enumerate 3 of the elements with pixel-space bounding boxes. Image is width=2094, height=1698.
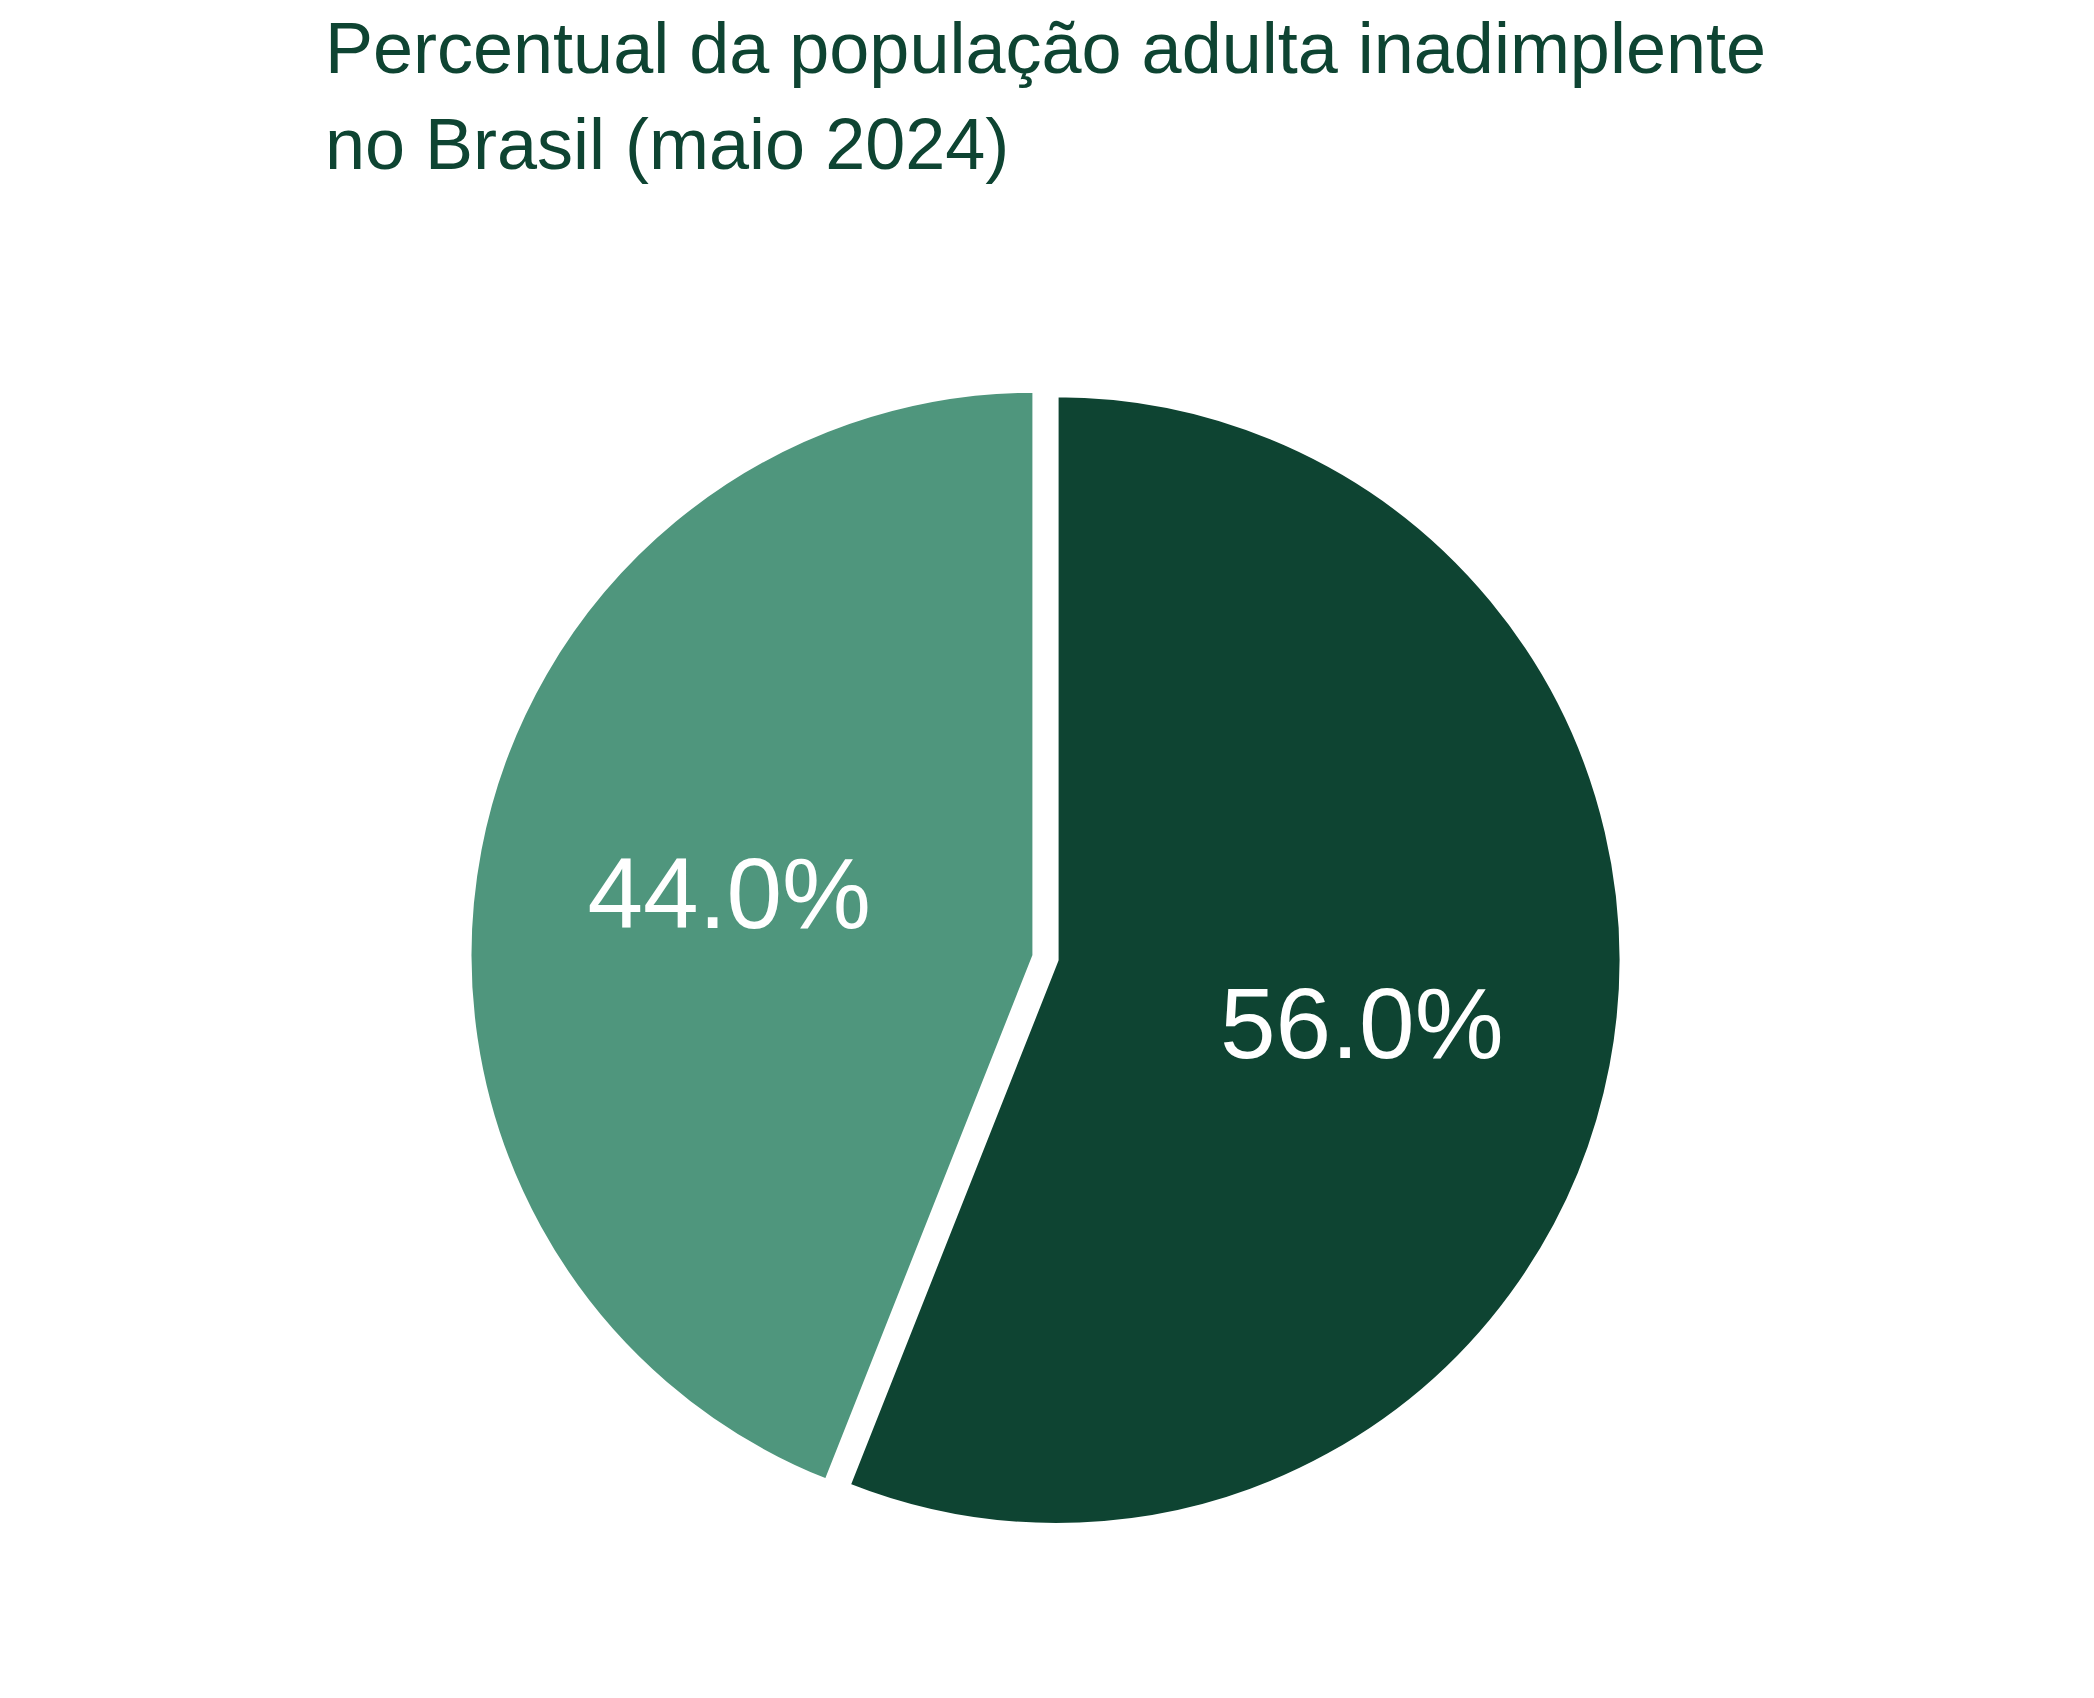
- data-label: 44.0%: [587, 836, 871, 949]
- chart-title: Percentual da população adulta inadimplente no Brasil (maio 2024): [324, 7, 1767, 184]
- data-label: 56.0%: [1220, 967, 1504, 1080]
